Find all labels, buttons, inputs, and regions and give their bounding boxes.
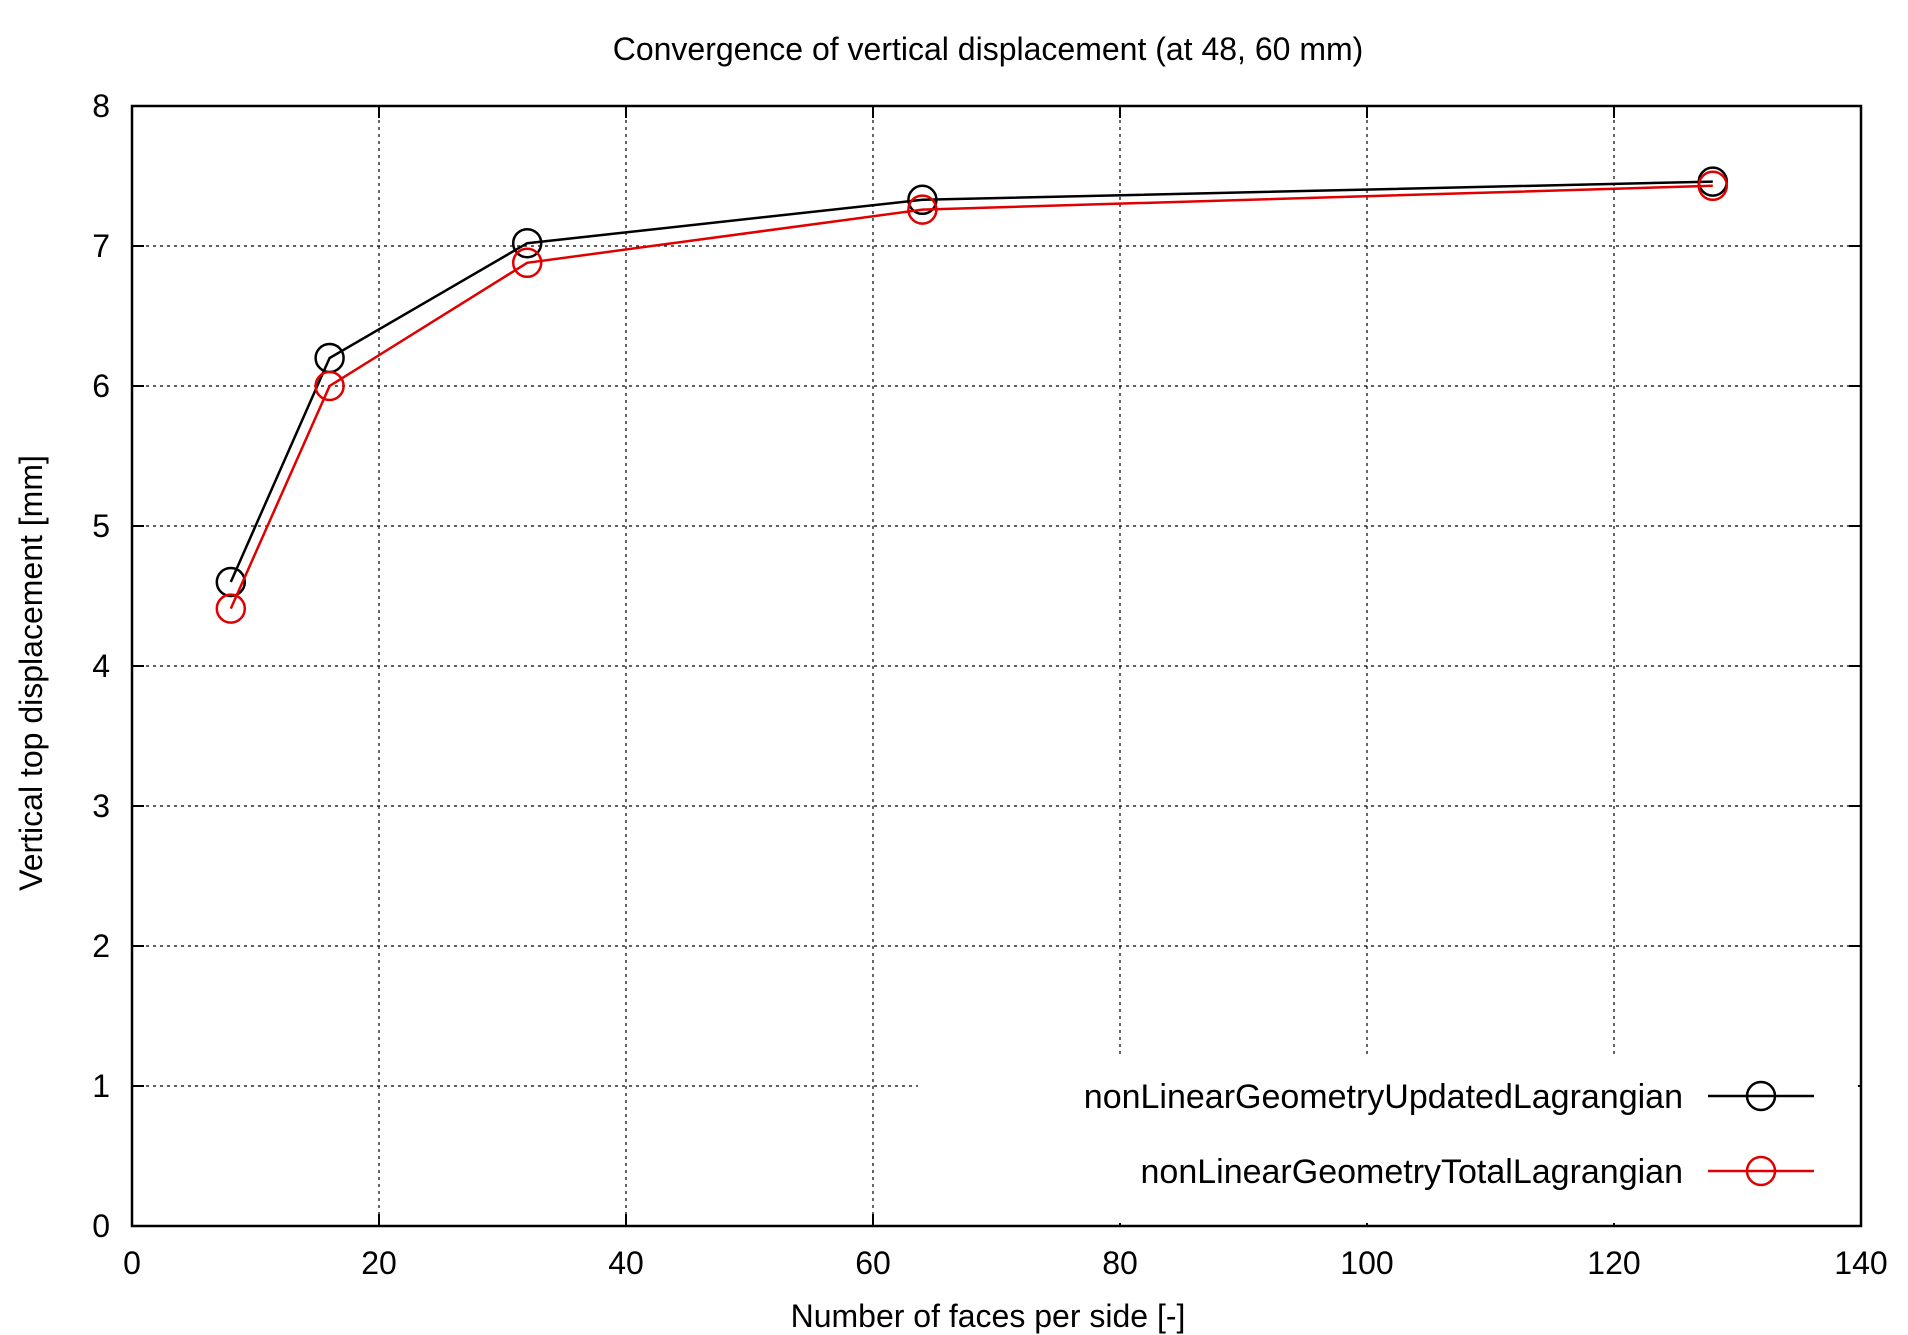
- chart-title: Convergence of vertical displacement (at…: [613, 31, 1364, 67]
- legend-background: [918, 1058, 1858, 1223]
- data-point: [1697, 170, 1729, 202]
- x-tick-label: 40: [608, 1245, 644, 1281]
- data-point: [511, 247, 543, 279]
- y-tick-label: 4: [92, 648, 110, 684]
- y-tick-label: 8: [92, 88, 110, 124]
- x-tick-label: 60: [855, 1245, 891, 1281]
- x-axis-title: Number of faces per side [-]: [791, 1298, 1186, 1334]
- data-point: [215, 566, 247, 598]
- y-tick-label: 3: [92, 788, 110, 824]
- legend-marker: [1745, 1155, 1777, 1187]
- y-tick-label: 6: [92, 368, 110, 404]
- x-tick-label: 140: [1834, 1245, 1887, 1281]
- plot-frame: [130, 104, 1863, 1228]
- x-tick-label: 100: [1340, 1245, 1393, 1281]
- grid-lines: [132, 106, 1861, 1226]
- legend-item: nonLinearGeometryTotalLagrangian: [1141, 1153, 1814, 1191]
- data-point: [215, 593, 247, 624]
- x-tick-label: 80: [1102, 1245, 1138, 1281]
- x-tick-label: 20: [361, 1245, 397, 1281]
- y-tick-label: 0: [92, 1208, 110, 1244]
- data-point: [907, 194, 938, 225]
- y-tick-label: 1: [92, 1068, 110, 1104]
- series-2: [215, 170, 1729, 624]
- y-axis-title: Vertical top displacement [mm]: [13, 455, 49, 891]
- series-line: [229, 180, 1713, 583]
- data-point: [907, 184, 938, 216]
- legend-marker: [1745, 1080, 1777, 1112]
- y-tick-label: 2: [92, 928, 110, 964]
- legend: nonLinearGeometryUpdatedLagrangian nonLin…: [1084, 1078, 1814, 1191]
- data-point: [511, 227, 543, 259]
- series-1: [215, 166, 1729, 598]
- legend-item: nonLinearGeometryUpdatedLagrangian: [1084, 1078, 1814, 1116]
- x-tick-label: 0: [123, 1245, 141, 1281]
- series-line: [229, 184, 1713, 610]
- y-tick-label: 5: [92, 508, 110, 544]
- legend-label: nonLinearGeometryTotalLagrangian: [1141, 1153, 1683, 1191]
- x-axis-ticks: 0 20 40 60 80 100 120 140: [123, 106, 1888, 1281]
- x-tick-label: 120: [1587, 1245, 1640, 1281]
- series-group: [215, 166, 1729, 624]
- legend-label: nonLinearGeometryUpdatedLagrangian: [1084, 1078, 1683, 1116]
- y-tick-label: 7: [92, 228, 110, 264]
- data-point: [314, 370, 345, 402]
